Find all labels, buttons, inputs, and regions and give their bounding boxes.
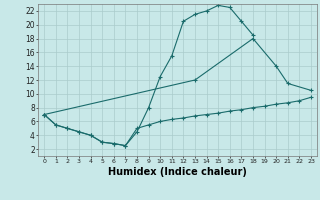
X-axis label: Humidex (Indice chaleur): Humidex (Indice chaleur) xyxy=(108,167,247,177)
